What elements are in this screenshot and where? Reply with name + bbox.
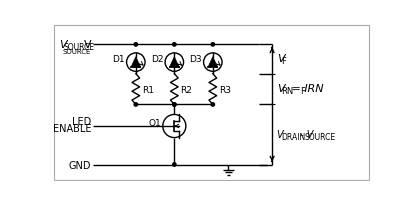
Polygon shape	[170, 58, 179, 67]
Text: - V: - V	[297, 129, 313, 139]
Text: Q1: Q1	[149, 119, 161, 128]
Circle shape	[173, 43, 176, 47]
Text: V: V	[277, 84, 285, 94]
Text: SOURCE: SOURCE	[64, 43, 95, 52]
Text: F: F	[281, 57, 286, 66]
Text: V: V	[277, 129, 283, 139]
Text: SOURCE: SOURCE	[304, 132, 336, 141]
Circle shape	[134, 103, 138, 107]
Polygon shape	[131, 58, 140, 67]
Text: = I: = I	[287, 84, 307, 94]
Text: RN: RN	[281, 87, 294, 96]
Circle shape	[173, 103, 176, 107]
Text: SOURCE: SOURCE	[63, 49, 91, 55]
Text: R1: R1	[142, 85, 154, 94]
Text: D2: D2	[151, 55, 164, 64]
Circle shape	[211, 43, 214, 47]
Circle shape	[173, 103, 176, 107]
Circle shape	[211, 103, 214, 107]
Text: ENABLE: ENABLE	[53, 124, 91, 134]
Text: V: V	[277, 54, 285, 64]
Text: DRAIN: DRAIN	[281, 132, 305, 141]
Text: GND: GND	[69, 160, 91, 170]
Text: D1: D1	[112, 55, 125, 64]
Text: F: F	[300, 87, 305, 96]
Text: V: V	[83, 39, 91, 49]
Circle shape	[134, 43, 138, 47]
Text: R3: R3	[219, 85, 231, 94]
Circle shape	[173, 163, 176, 166]
Text: R2: R2	[180, 85, 192, 94]
Text: LED: LED	[72, 116, 91, 126]
Text: V: V	[59, 39, 66, 49]
Polygon shape	[208, 58, 217, 67]
Text: RN: RN	[304, 84, 324, 94]
Text: D3: D3	[190, 55, 202, 64]
